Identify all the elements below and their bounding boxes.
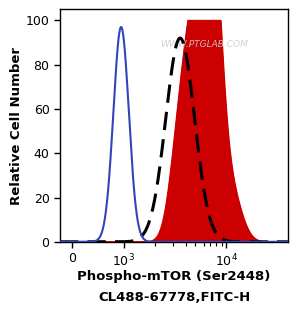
Y-axis label: Relative Cell Number: Relative Cell Number	[10, 46, 23, 205]
X-axis label: Phospho-mTOR (Ser2448): Phospho-mTOR (Ser2448)	[77, 270, 271, 283]
Text: CL488-67778,FITC-H: CL488-67778,FITC-H	[98, 291, 250, 304]
Text: WWW.PTGLAB.COM: WWW.PTGLAB.COM	[160, 40, 248, 49]
